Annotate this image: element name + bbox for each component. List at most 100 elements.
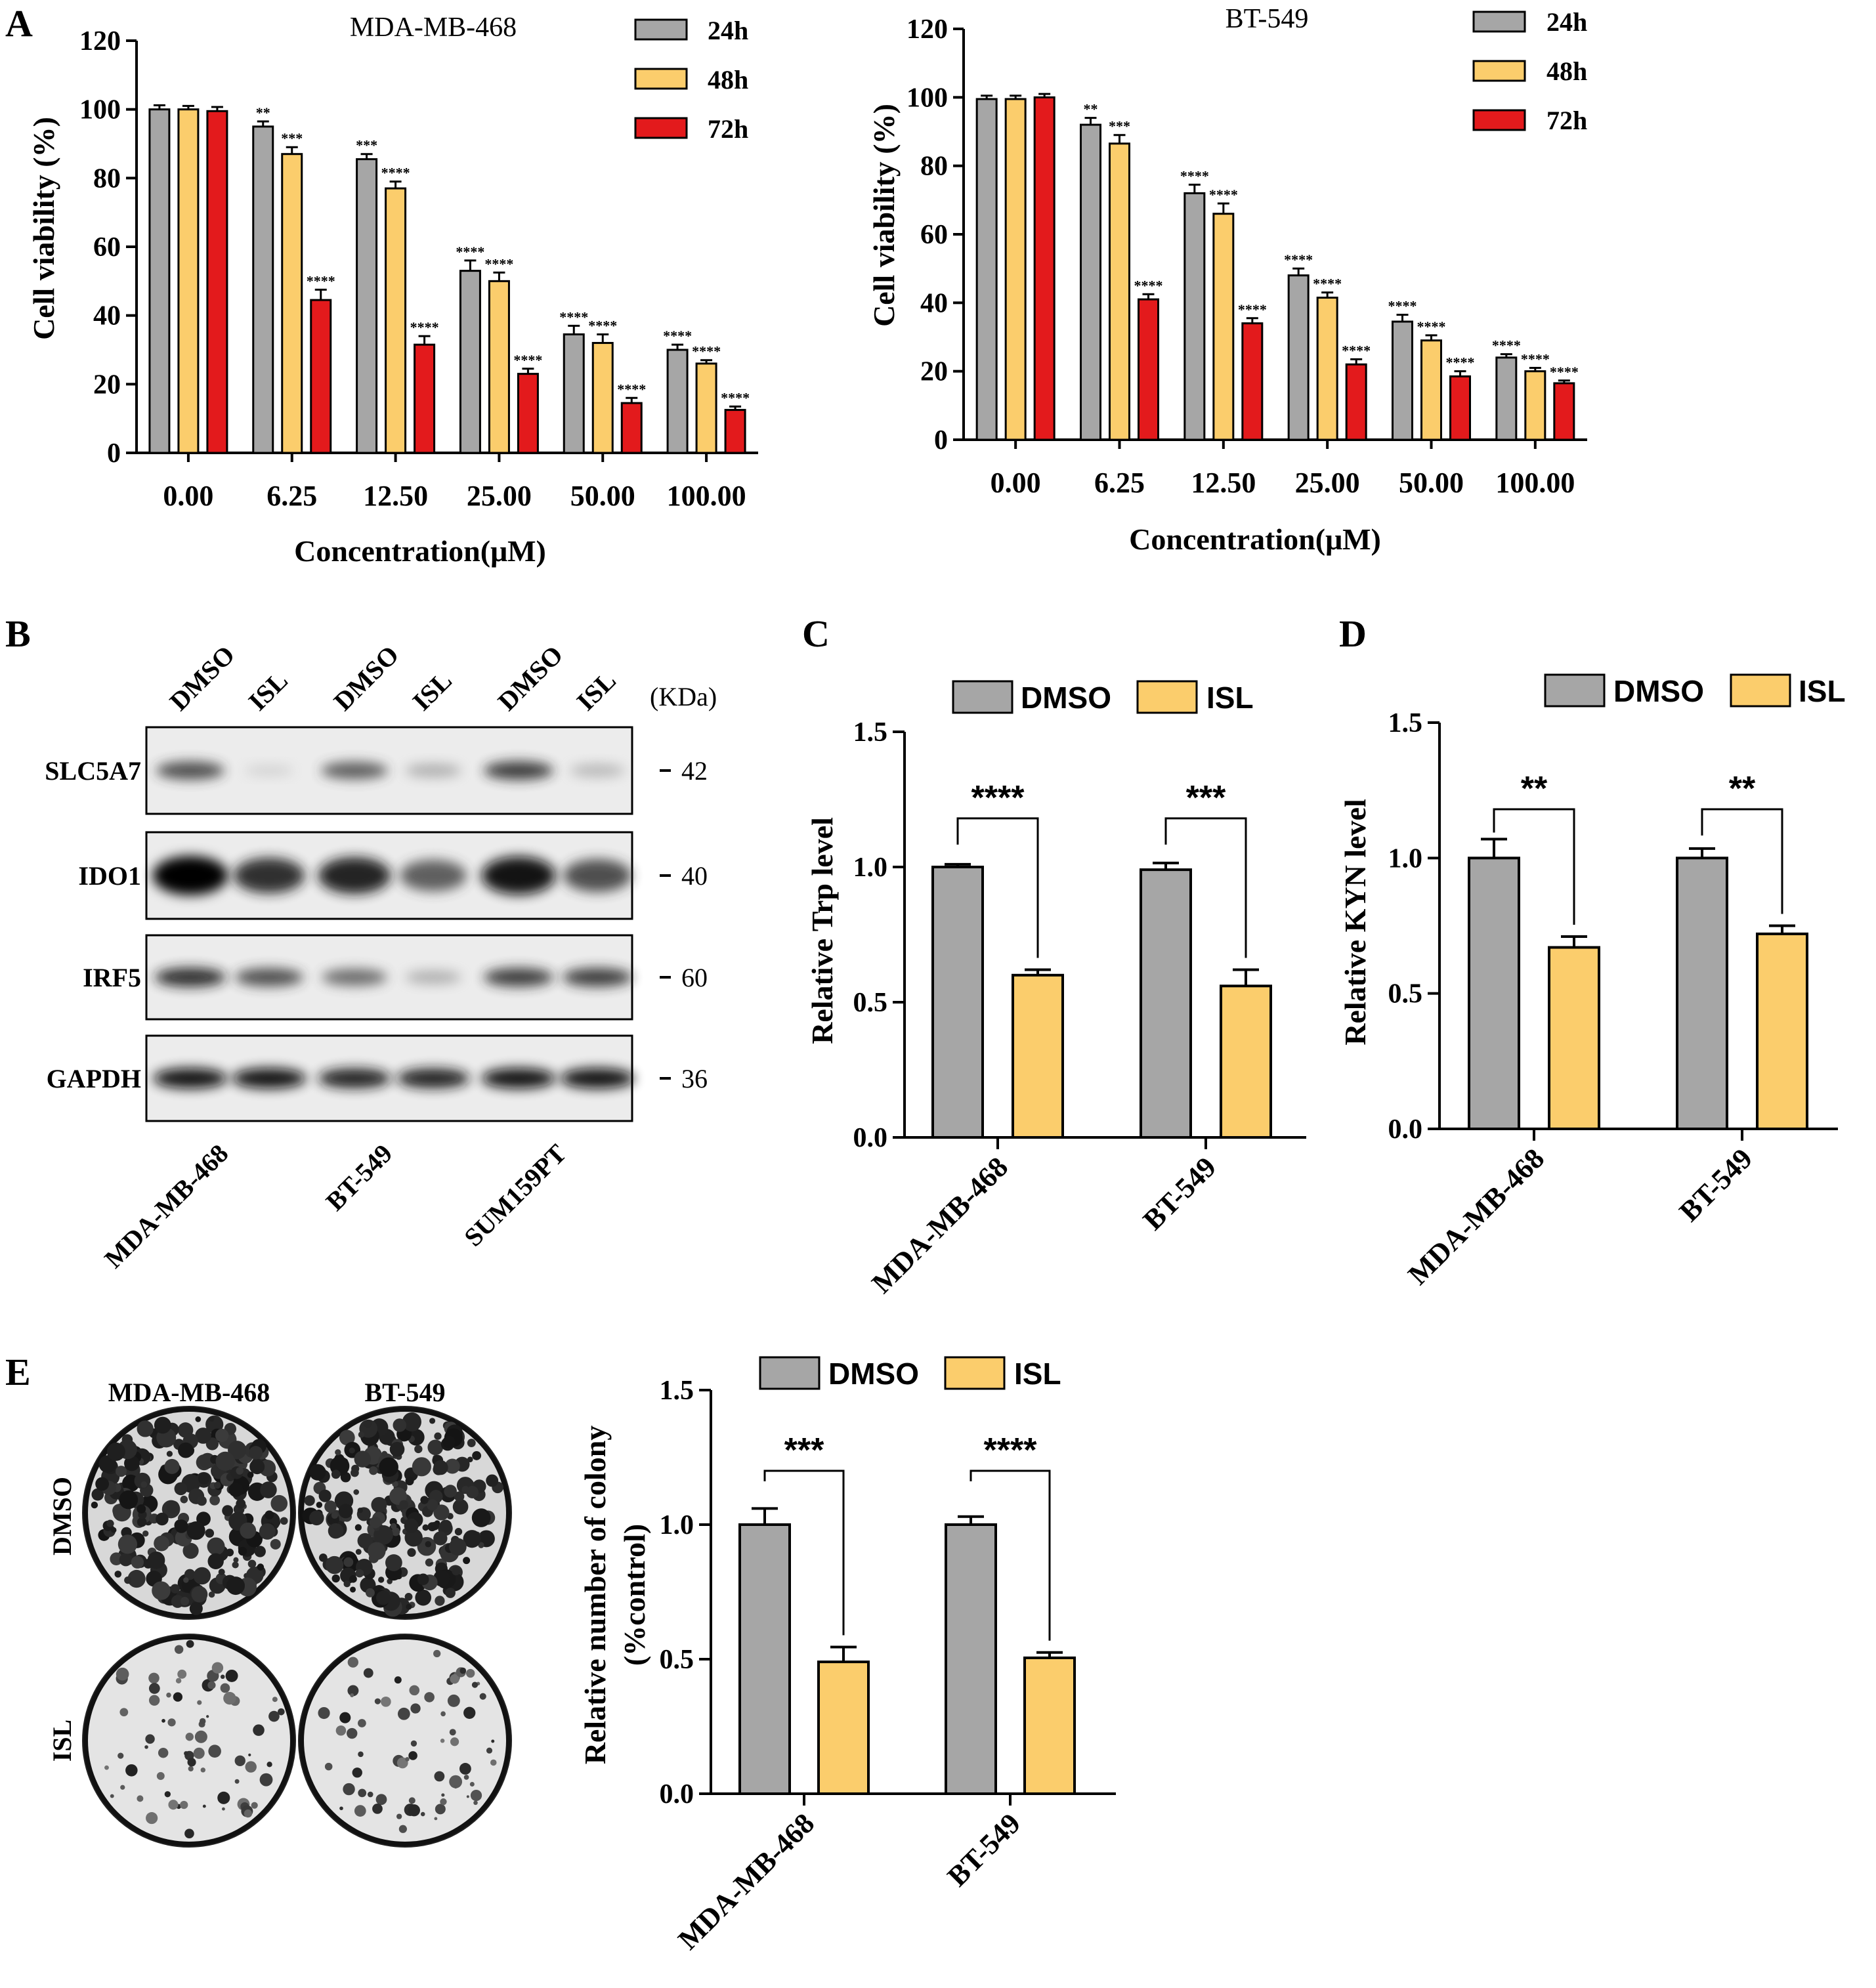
kda-label: 36 [681,1064,708,1093]
bar [945,1523,997,1795]
significance-label: **** [1492,337,1521,354]
band [318,1068,391,1089]
x-tick-label: MDA-MB-468 [866,1151,1014,1299]
colony [390,1523,397,1530]
significance-label: **** [617,381,646,397]
colony [234,1755,245,1766]
bar [1138,298,1159,441]
significance-label: ** [1729,770,1756,808]
legend: 24h 48h 72h [634,16,748,144]
bar [1449,375,1471,441]
x-tick-label: BT-549 [941,1807,1027,1892]
lane-label-dmso: DMSO [492,640,569,717]
significance-label: **** [484,255,513,272]
colony [178,1442,194,1458]
colony [343,1557,354,1567]
legend-swatch-dmso [759,1356,821,1390]
x-tick-label: 25.00 [1295,467,1360,499]
colony [189,1601,203,1615]
colony [154,1416,171,1434]
colony [466,1668,475,1678]
colony [445,1588,456,1598]
y-axis-label: Cell viability (%) [867,104,901,327]
significance-label: **** [588,317,617,333]
colony [147,1551,165,1569]
colony [408,1804,420,1817]
bar [1495,356,1518,441]
colony [435,1596,445,1606]
colony [184,1751,188,1756]
protein-label: SLC5A7 [45,756,141,786]
legend-swatch-48h [1472,60,1526,82]
colony [410,1740,417,1747]
colony [182,1542,199,1559]
bar [1676,857,1728,1131]
colony [137,1795,144,1802]
colony [208,1591,215,1598]
colony [249,1459,265,1475]
legend-swatch-isl [944,1356,1006,1390]
colony [131,1555,144,1569]
lane-label-isl: ISL [571,666,622,716]
colony [95,1477,110,1491]
colony [183,1577,189,1583]
legend-swatch-dmso [952,680,1013,714]
panel-letter-c: C [802,612,830,655]
colony [137,1517,147,1527]
colony [486,1747,493,1754]
colony [110,1552,123,1566]
colony [374,1698,381,1704]
colony [331,1470,341,1479]
y-tick-label: 120 [79,26,121,56]
colony [119,1708,129,1717]
colony [223,1691,236,1705]
bar [1023,1656,1076,1795]
colony [440,1739,445,1743]
colony [186,1639,194,1648]
colony [240,1522,257,1539]
y-tick-label: 1.5 [660,1376,694,1406]
y-tick-label: 0.0 [853,1123,888,1153]
colony [371,1496,387,1513]
band [481,1068,556,1089]
colony [448,1538,467,1556]
colony [454,1785,458,1789]
x-tick-label: BT-549 [1673,1142,1759,1227]
colony [236,1498,246,1509]
y-tick-label: 1.5 [1388,708,1423,738]
colony [469,1782,475,1787]
colony [324,1500,337,1513]
band [152,856,228,895]
band [232,1068,307,1089]
colony [180,1800,188,1809]
colony [372,1804,383,1814]
colony [354,1524,362,1531]
colony [409,1685,420,1696]
y-tick-label: 20 [93,370,121,400]
bar [1241,322,1264,441]
bar [385,187,407,454]
legend-swatch-24h [1472,11,1526,33]
significance-label: **** [1446,354,1475,371]
legend-swatch-24h [634,18,688,41]
colony [114,1571,122,1578]
colony [213,1481,221,1489]
y-tick-label: 80 [93,163,121,194]
colony [463,1706,476,1719]
colony [117,1752,124,1759]
legend-label-dmso: DMSO [1021,681,1111,715]
colony [324,1762,333,1771]
significance-label: **** [381,165,410,181]
bar [1004,98,1027,441]
colony [399,1500,409,1510]
bar [695,362,717,454]
colony [420,1811,425,1817]
colony [265,1510,274,1520]
bar [1287,274,1310,441]
significance-label: ** [1084,101,1098,117]
colony [412,1457,431,1477]
panel-letter-e: E [5,1351,31,1393]
bar [1392,320,1413,441]
